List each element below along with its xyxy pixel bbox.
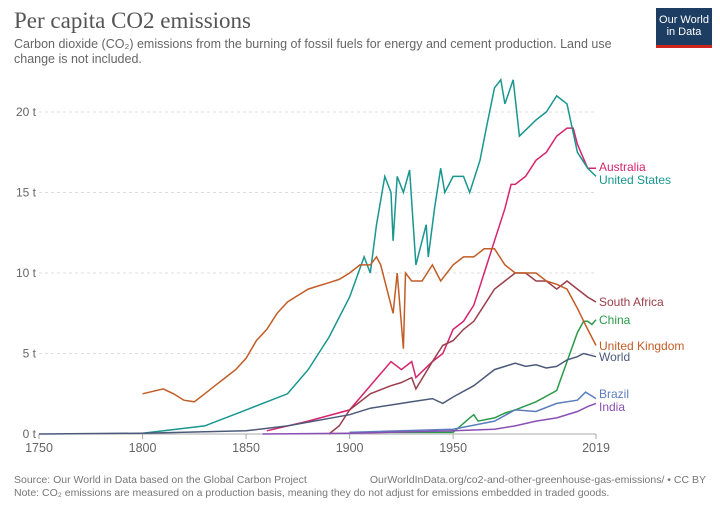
- chart-subtitle: Carbon dioxide (CO₂) emissions from the …: [14, 37, 612, 66]
- x-tick-label: 1850: [232, 441, 260, 455]
- series-line-china: [349, 319, 597, 434]
- series-line-australia: [266, 127, 596, 432]
- legend-label: India: [599, 400, 625, 414]
- legend-label: World: [599, 350, 630, 364]
- chart-title: Per capita CO2 emissions: [14, 8, 251, 33]
- legend-label: United Kingdom: [599, 339, 684, 353]
- series-line-united-states: [142, 78, 597, 434]
- legend-label: Brazil: [599, 387, 629, 401]
- note-text: Note: CO₂ emissions are measured on a pr…: [14, 487, 610, 499]
- x-tick-label: 1750: [25, 441, 53, 455]
- y-tick-label: 10 t: [16, 266, 37, 280]
- source-text: Source: Our World in Data based on the G…: [14, 474, 307, 486]
- legend-label: United States: [599, 173, 671, 187]
- series-line-united-kingdom: [142, 248, 597, 403]
- line-chart: 0 t 5 t 10 t 15 t 20 t 1750 1800 1850 1900 1950 20…: [16, 78, 684, 455]
- url-link[interactable]: OurWorldInData.org/co2-and-other-greenho…: [369, 474, 706, 486]
- y-tick-label: 5 t: [23, 347, 37, 361]
- y-tick-label: 0 t: [23, 427, 37, 441]
- x-tick-label: 2019: [582, 441, 610, 455]
- series-line-south-africa: [328, 272, 597, 435]
- owid-logo[interactable]: Our World in Data: [656, 8, 712, 48]
- y-tick-label: 20 t: [16, 105, 37, 119]
- x-tick-label: 1950: [439, 441, 467, 455]
- series-line-india: [262, 402, 597, 435]
- x-tick-label: 1900: [336, 441, 364, 455]
- legend-label: Australia: [599, 160, 646, 174]
- legend-label: South Africa: [599, 295, 664, 309]
- series-line-brazil: [349, 391, 597, 434]
- y-tick-label: 15 t: [16, 186, 37, 200]
- legend-label: China: [599, 313, 631, 327]
- x-tick-label: 1800: [129, 441, 157, 455]
- series-line-world: [38, 352, 597, 435]
